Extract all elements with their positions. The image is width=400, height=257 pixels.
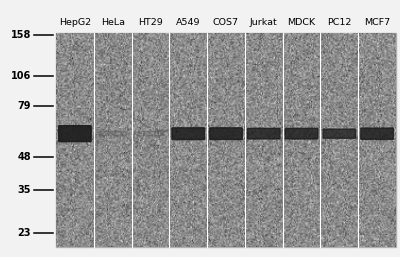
FancyBboxPatch shape bbox=[361, 128, 393, 139]
Text: MDCK: MDCK bbox=[288, 18, 316, 27]
Text: HepG2: HepG2 bbox=[59, 18, 91, 27]
FancyBboxPatch shape bbox=[172, 128, 204, 140]
Text: 158: 158 bbox=[11, 30, 31, 40]
Text: COS7: COS7 bbox=[213, 18, 239, 27]
FancyBboxPatch shape bbox=[99, 132, 126, 136]
Text: HT29: HT29 bbox=[138, 18, 163, 27]
FancyBboxPatch shape bbox=[285, 128, 318, 139]
Text: Jurkat: Jurkat bbox=[250, 18, 278, 27]
Text: 23: 23 bbox=[18, 228, 31, 238]
Text: 106: 106 bbox=[11, 71, 31, 81]
Text: 48: 48 bbox=[18, 152, 31, 162]
Text: A549: A549 bbox=[176, 18, 200, 27]
Text: HeLa: HeLa bbox=[101, 18, 125, 27]
FancyBboxPatch shape bbox=[210, 128, 242, 140]
Text: PC12: PC12 bbox=[327, 18, 352, 27]
Text: 35: 35 bbox=[18, 185, 31, 195]
FancyBboxPatch shape bbox=[248, 128, 280, 139]
FancyBboxPatch shape bbox=[137, 132, 164, 136]
Text: MCF7: MCF7 bbox=[364, 18, 390, 27]
FancyBboxPatch shape bbox=[323, 129, 356, 138]
FancyBboxPatch shape bbox=[59, 126, 91, 142]
Bar bbox=[56, 33, 396, 247]
Text: 79: 79 bbox=[18, 101, 31, 111]
